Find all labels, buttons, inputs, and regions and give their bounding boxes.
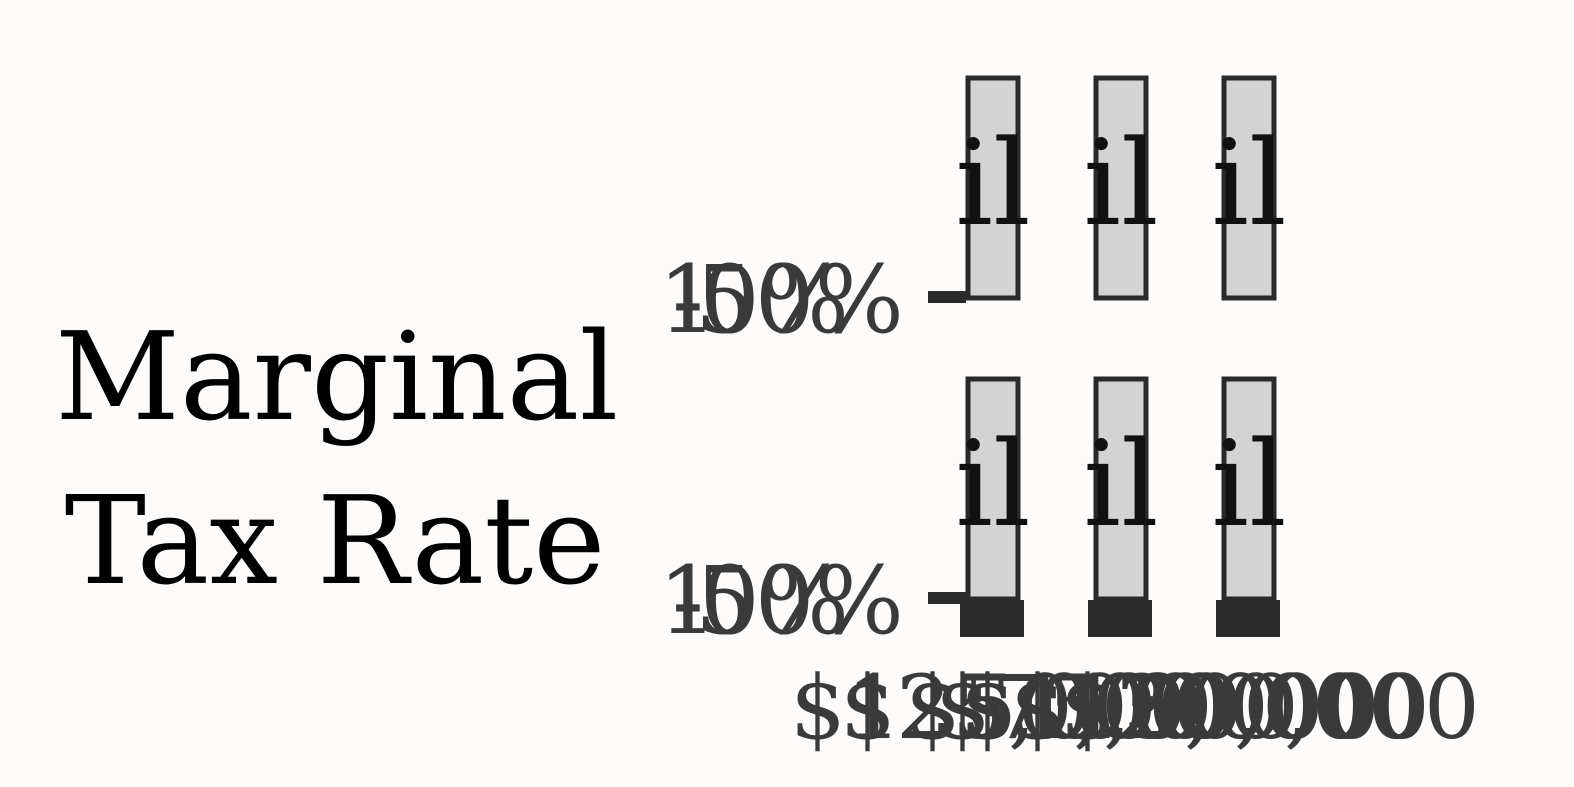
y-axis-label: Marginal Tax Rate	[55, 295, 619, 623]
y-tick-label: -	[672, 246, 704, 355]
y-tick-label: 1	[658, 547, 718, 656]
x-tick-label: $25,000	[840, 656, 1204, 759]
bar-label: il	[1211, 415, 1286, 553]
x-tick-label: $50,000	[905, 656, 1269, 759]
bar	[1221, 75, 1277, 301]
bar-label: il	[1083, 415, 1158, 553]
y-tick-label: 0%	[700, 547, 849, 656]
bar	[1093, 376, 1149, 602]
bar-label: il	[1083, 114, 1158, 252]
x-tick-mark	[960, 600, 1024, 637]
y-tick-mark	[928, 291, 966, 303]
bar-label: il	[955, 114, 1030, 252]
bar-label: il	[955, 415, 1030, 553]
bar	[965, 376, 1021, 602]
bar-label: il	[1211, 114, 1286, 252]
y-tick-label: -	[672, 547, 704, 656]
panel-top: 1-50%0%il il il	[658, 75, 1287, 355]
bar	[1093, 75, 1149, 301]
bar	[1221, 376, 1277, 602]
x-tick-label: $1	[790, 656, 902, 759]
x-tick-mark	[1216, 600, 1280, 637]
y-tick-label: 1	[658, 246, 718, 355]
bar	[965, 75, 1021, 301]
y-tick-label: 50%	[695, 246, 904, 355]
x-tick-label: $75,000	[935, 656, 1299, 759]
panel-bottom: 1-50%0%il il il	[658, 376, 1287, 656]
x-tick-label: $200,000	[1060, 656, 1480, 759]
x-tick-label: $150,000	[1010, 656, 1430, 759]
y-axis-label-line-1: Marginal	[55, 306, 619, 448]
x-axis-ticks: $1$25,000$50,000$75,000$100,000$150,000$…	[790, 600, 1480, 759]
y-tick-mark	[928, 592, 966, 604]
y-tick-label: 0%	[700, 246, 849, 355]
y-axis-label-line-2: Tax Rate	[64, 470, 606, 612]
x-tick-label: $100,000	[960, 656, 1380, 759]
x-tick-mark	[1088, 600, 1152, 637]
y-tick-label: 50%	[695, 547, 904, 656]
